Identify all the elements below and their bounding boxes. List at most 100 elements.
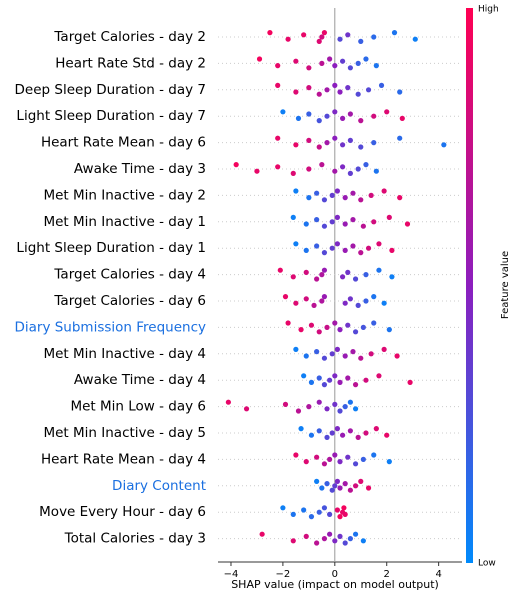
dot bbox=[334, 214, 341, 220]
dot bbox=[303, 221, 309, 227]
dot bbox=[339, 58, 346, 64]
dot bbox=[339, 115, 346, 121]
dot bbox=[332, 320, 338, 326]
dot bbox=[306, 85, 312, 91]
dot bbox=[243, 406, 250, 412]
dot bbox=[404, 221, 411, 227]
dot bbox=[275, 135, 281, 141]
dot bbox=[352, 531, 359, 537]
dot bbox=[306, 111, 312, 117]
dot bbox=[233, 162, 239, 168]
dot bbox=[332, 168, 338, 174]
dot bbox=[316, 428, 322, 434]
dot bbox=[321, 461, 328, 467]
dot bbox=[316, 144, 322, 150]
dot bbox=[329, 192, 335, 198]
feature-label: Met Min Low - day 6 bbox=[70, 399, 206, 415]
dot bbox=[293, 452, 299, 458]
dot bbox=[342, 195, 348, 201]
dot bbox=[397, 195, 403, 201]
dot bbox=[303, 459, 309, 465]
feature-label: Met Min Inactive - day 1 bbox=[43, 214, 206, 230]
dot bbox=[337, 89, 343, 95]
dot bbox=[371, 219, 377, 225]
dot bbox=[316, 91, 322, 97]
x-tick-label: 0 bbox=[332, 569, 338, 580]
dot bbox=[295, 115, 302, 121]
dot bbox=[334, 241, 341, 247]
dot bbox=[290, 538, 296, 544]
dot bbox=[225, 399, 231, 405]
dot bbox=[311, 302, 317, 308]
dot bbox=[306, 195, 312, 201]
dot bbox=[337, 485, 343, 491]
feature-label: Met Min Inactive - day 4 bbox=[43, 346, 206, 362]
dot bbox=[352, 483, 359, 489]
dot bbox=[394, 353, 400, 359]
dot bbox=[347, 111, 353, 117]
dot bbox=[363, 298, 369, 304]
dot bbox=[277, 267, 283, 273]
dot bbox=[316, 118, 322, 124]
dot bbox=[358, 144, 364, 150]
dot bbox=[337, 408, 343, 414]
dot bbox=[352, 276, 359, 282]
dot bbox=[267, 29, 273, 36]
dot bbox=[347, 487, 353, 493]
dot bbox=[321, 355, 328, 361]
dot bbox=[358, 38, 364, 45]
dot bbox=[337, 514, 343, 520]
dot bbox=[332, 82, 338, 88]
dot bbox=[298, 426, 304, 432]
dot bbox=[293, 346, 299, 352]
dot bbox=[360, 324, 366, 330]
dot bbox=[399, 115, 405, 121]
dot bbox=[339, 164, 346, 170]
dot bbox=[316, 329, 322, 335]
dot bbox=[329, 245, 335, 251]
dot bbox=[324, 324, 330, 330]
dot bbox=[342, 353, 348, 359]
feature-label: Target Calories - day 2 bbox=[53, 29, 206, 45]
dot bbox=[306, 166, 312, 172]
dot bbox=[314, 540, 320, 546]
dot bbox=[282, 401, 289, 407]
colorbar-low: Low bbox=[478, 559, 496, 569]
dot bbox=[389, 274, 395, 280]
dot bbox=[308, 322, 315, 328]
dot bbox=[363, 162, 369, 168]
dot bbox=[358, 118, 364, 124]
dot bbox=[327, 531, 333, 537]
dot bbox=[332, 452, 338, 458]
dot bbox=[347, 296, 353, 302]
dot bbox=[308, 432, 315, 438]
dot bbox=[376, 267, 382, 273]
dot bbox=[290, 511, 296, 517]
dot bbox=[303, 247, 309, 253]
dot bbox=[290, 274, 296, 280]
feature-label: Heart Rate Std - day 2 bbox=[55, 55, 206, 71]
dot bbox=[334, 507, 341, 513]
dot bbox=[327, 511, 333, 517]
dot bbox=[319, 485, 325, 491]
dot bbox=[378, 82, 385, 88]
dot bbox=[363, 377, 369, 383]
dot bbox=[386, 327, 392, 333]
dot bbox=[371, 113, 377, 119]
dot bbox=[314, 454, 320, 460]
dot bbox=[345, 32, 351, 38]
dot bbox=[319, 298, 325, 304]
x-axis-label: SHAP value (impact on model output) bbox=[231, 578, 439, 591]
feature-label: Target Calories - day 6 bbox=[53, 293, 206, 309]
dot bbox=[347, 428, 353, 434]
colorbar-high: High bbox=[478, 5, 499, 15]
dot bbox=[314, 478, 320, 484]
dot bbox=[314, 243, 320, 249]
x-tick-label: 4 bbox=[435, 569, 441, 580]
dot bbox=[329, 430, 335, 436]
dot bbox=[321, 29, 328, 36]
dot bbox=[319, 162, 325, 168]
dot bbox=[321, 197, 328, 203]
dot bbox=[381, 346, 387, 352]
dot bbox=[324, 113, 330, 119]
